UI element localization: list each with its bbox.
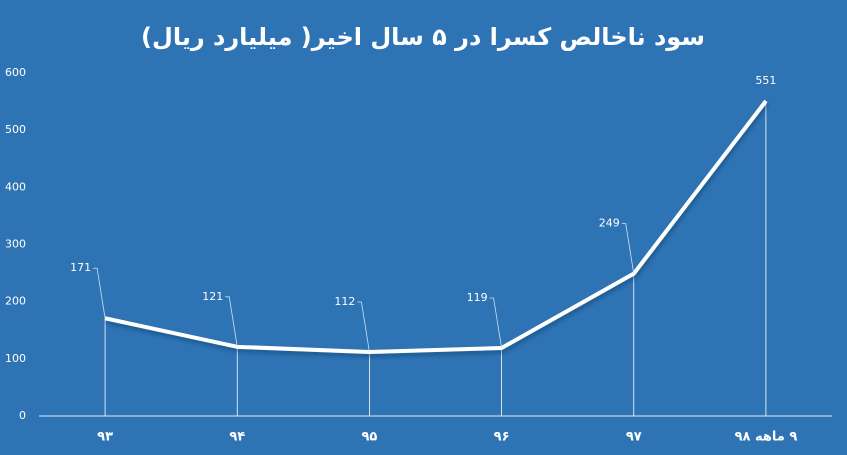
data-label: 249 <box>599 217 620 230</box>
x-tick-label: ۹۳ <box>97 430 113 445</box>
chart-title: سود ناخالص کسرا در ۵ سال اخیر( میلیارد ر… <box>141 23 705 51</box>
data-label: 112 <box>334 295 355 308</box>
x-tick-label: ۹۷ <box>626 430 642 445</box>
y-tick-label: 600 <box>5 66 26 79</box>
y-tick-label: 500 <box>5 123 26 136</box>
x-tick-label: ۹۶ <box>494 430 510 445</box>
data-label: 119 <box>467 291 488 304</box>
y-tick-label: 100 <box>5 352 26 365</box>
data-line <box>104 99 768 354</box>
y-tick-label: 400 <box>5 180 26 193</box>
leader-line <box>621 223 635 274</box>
x-tick-label: ۹۵ <box>361 430 377 445</box>
y-tick-label: 0 <box>19 409 26 422</box>
y-tick-label: 300 <box>5 238 26 251</box>
x-tick-label: ۹۴ <box>229 430 245 445</box>
data-label: 121 <box>202 290 223 303</box>
x-tick-label: ۹ ماهه ۹۸ <box>735 430 798 445</box>
leader-line <box>489 297 502 349</box>
data-label: 551 <box>755 74 776 87</box>
leader-line <box>357 301 370 353</box>
data-label: 171 <box>70 261 91 274</box>
leader-line <box>93 267 106 319</box>
y-tick-label: 200 <box>5 295 26 308</box>
leader-line <box>225 296 238 347</box>
